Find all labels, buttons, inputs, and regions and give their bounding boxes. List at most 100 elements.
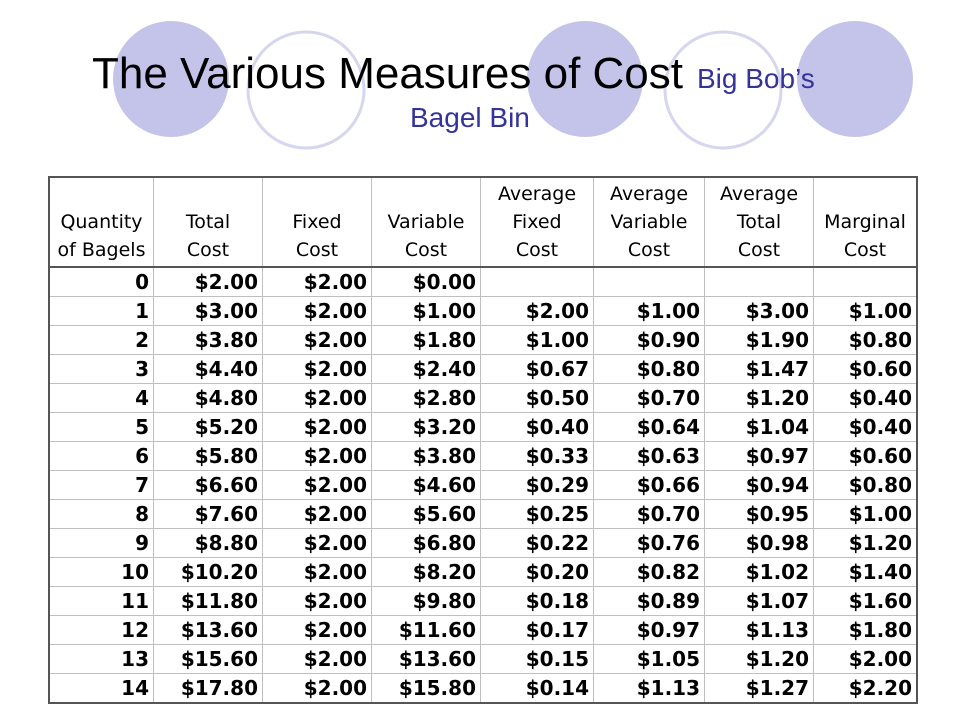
cell-fixed-cost: $2.00 bbox=[262, 441, 372, 471]
cell-average-variable-cost: $0.70 bbox=[593, 383, 705, 413]
cost-table-body: 0 $2.00 $2.00 $0.00 1 $3.00 $2.00 $1.00 $2.00 $1.… bbox=[48, 266, 918, 704]
cell-variable-cost: $3.80 bbox=[371, 441, 481, 471]
table-row: 0 $2.00 $2.00 $0.00 bbox=[48, 266, 918, 297]
cell-average-total-cost: $1.90 bbox=[704, 325, 814, 355]
cell-average-total-cost: $1.20 bbox=[704, 644, 814, 674]
cell-variable-cost: $2.80 bbox=[371, 383, 481, 413]
cell-variable-cost: $0.00 bbox=[371, 266, 481, 297]
cell-total-cost: $2.00 bbox=[153, 266, 263, 297]
cell-fixed-cost: $2.00 bbox=[262, 673, 372, 704]
header-fixed-cost: Fixed Cost bbox=[262, 176, 372, 268]
cell-fixed-cost: $2.00 bbox=[262, 615, 372, 645]
cell-average-fixed-cost: $0.22 bbox=[480, 528, 594, 558]
cell-total-cost: $4.40 bbox=[153, 354, 263, 384]
cell-fixed-cost: $2.00 bbox=[262, 499, 372, 529]
cell-fixed-cost: $2.00 bbox=[262, 383, 372, 413]
cost-table-header: Quantity of Bagels Total Cost Fixed Cost… bbox=[48, 176, 918, 268]
cell-variable-cost: $1.00 bbox=[371, 296, 481, 326]
header-total-cost: Total Cost bbox=[153, 176, 263, 268]
cell-total-cost: $3.00 bbox=[153, 296, 263, 326]
cell-quantity: 13 bbox=[48, 644, 154, 674]
cell-total-cost: $3.80 bbox=[153, 325, 263, 355]
cell-average-fixed-cost: $0.15 bbox=[480, 644, 594, 674]
cell-quantity: 6 bbox=[48, 441, 154, 471]
cell-average-variable-cost: $0.63 bbox=[593, 441, 705, 471]
cell-average-variable-cost: $0.76 bbox=[593, 528, 705, 558]
cell-quantity: 2 bbox=[48, 325, 154, 355]
cell-average-total-cost: $0.98 bbox=[704, 528, 814, 558]
cell-average-fixed-cost: $0.20 bbox=[480, 557, 594, 587]
cell-marginal-cost: $1.20 bbox=[813, 528, 918, 558]
header-average-total-cost: Average Total Cost bbox=[704, 176, 814, 268]
cell-average-fixed-cost: $0.18 bbox=[480, 586, 594, 616]
cell-quantity: 14 bbox=[48, 673, 154, 704]
cell-average-variable-cost: $0.64 bbox=[593, 412, 705, 442]
header-marginal-cost: Marginal Cost bbox=[813, 176, 918, 268]
table-row: 13 $15.60 $2.00 $13.60 $0.15 $1.05 $1.20 $2.00 bbox=[48, 644, 918, 674]
header-average-variable-cost: Average Variable Cost bbox=[593, 176, 705, 268]
cell-marginal-cost: $0.60 bbox=[813, 441, 918, 471]
table-row: 10 $10.20 $2.00 $8.20 $0.20 $0.82 $1.02 $1.40 bbox=[48, 557, 918, 587]
title-subtitle-line1: Big Bob’s bbox=[697, 63, 815, 94]
cell-fixed-cost: $2.00 bbox=[262, 266, 372, 297]
cell-quantity: 7 bbox=[48, 470, 154, 500]
cell-variable-cost: $15.80 bbox=[371, 673, 481, 704]
slide-title: The Various Measures of Cost Big Bob’s Ba… bbox=[92, 48, 932, 136]
header-row: Quantity of Bagels Total Cost Fixed Cost… bbox=[48, 176, 918, 268]
cell-variable-cost: $11.60 bbox=[371, 615, 481, 645]
cell-marginal-cost: $1.60 bbox=[813, 586, 918, 616]
cell-variable-cost: $6.80 bbox=[371, 528, 481, 558]
cell-quantity: 9 bbox=[48, 528, 154, 558]
header-quantity: Quantity of Bagels bbox=[48, 176, 154, 268]
cell-average-fixed-cost: $0.14 bbox=[480, 673, 594, 704]
cell-average-total-cost: $1.02 bbox=[704, 557, 814, 587]
cell-quantity: 12 bbox=[48, 615, 154, 645]
table-row: 5 $5.20 $2.00 $3.20 $0.40 $0.64 $1.04 $0.40 bbox=[48, 412, 918, 442]
cell-fixed-cost: $2.00 bbox=[262, 644, 372, 674]
cell-total-cost: $7.60 bbox=[153, 499, 263, 529]
cell-marginal-cost: $2.00 bbox=[813, 644, 918, 674]
cell-total-cost: $13.60 bbox=[153, 615, 263, 645]
header-average-fixed-cost: Average Fixed Cost bbox=[480, 176, 594, 268]
cell-quantity: 0 bbox=[48, 266, 154, 297]
cell-average-fixed-cost: $0.17 bbox=[480, 615, 594, 645]
cell-average-total-cost: $0.94 bbox=[704, 470, 814, 500]
header-variable-cost: Variable Cost bbox=[371, 176, 481, 268]
cell-marginal-cost: $1.00 bbox=[813, 499, 918, 529]
title-subtitle-line2: Bagel Bin bbox=[410, 102, 530, 133]
cell-average-variable-cost: $0.80 bbox=[593, 354, 705, 384]
circle-filled-1 bbox=[113, 21, 229, 137]
cell-average-total-cost: $1.07 bbox=[704, 586, 814, 616]
cell-total-cost: $5.20 bbox=[153, 412, 263, 442]
cell-average-fixed-cost: $0.67 bbox=[480, 354, 594, 384]
cell-average-variable-cost: $0.97 bbox=[593, 615, 705, 645]
cell-average-fixed-cost: $0.29 bbox=[480, 470, 594, 500]
cell-average-fixed-cost bbox=[480, 266, 594, 297]
cell-variable-cost: $2.40 bbox=[371, 354, 481, 384]
cell-average-variable-cost bbox=[593, 266, 705, 297]
table-row: 3 $4.40 $2.00 $2.40 $0.67 $0.80 $1.47 $0.60 bbox=[48, 354, 918, 384]
cell-quantity: 11 bbox=[48, 586, 154, 616]
cell-average-total-cost: $1.04 bbox=[704, 412, 814, 442]
cell-total-cost: $4.80 bbox=[153, 383, 263, 413]
cell-average-total-cost bbox=[704, 266, 814, 297]
cell-average-total-cost: $3.00 bbox=[704, 296, 814, 326]
cell-total-cost: $11.80 bbox=[153, 586, 263, 616]
cell-average-fixed-cost: $0.33 bbox=[480, 441, 594, 471]
cell-marginal-cost: $1.00 bbox=[813, 296, 918, 326]
cell-marginal-cost: $2.20 bbox=[813, 673, 918, 704]
table-row: 7 $6.60 $2.00 $4.60 $0.29 $0.66 $0.94 $0.80 bbox=[48, 470, 918, 500]
cell-average-total-cost: $1.20 bbox=[704, 383, 814, 413]
cell-variable-cost: $8.20 bbox=[371, 557, 481, 587]
cell-fixed-cost: $2.00 bbox=[262, 325, 372, 355]
table-row: 1 $3.00 $2.00 $1.00 $2.00 $1.00 $3.00 $1.00 bbox=[48, 296, 918, 326]
cell-marginal-cost: $0.40 bbox=[813, 383, 918, 413]
cell-average-fixed-cost: $0.25 bbox=[480, 499, 594, 529]
cell-average-fixed-cost: $0.40 bbox=[480, 412, 594, 442]
cell-total-cost: $6.60 bbox=[153, 470, 263, 500]
cell-marginal-cost: $0.80 bbox=[813, 470, 918, 500]
cell-average-variable-cost: $0.90 bbox=[593, 325, 705, 355]
table-row: 14 $17.80 $2.00 $15.80 $0.14 $1.13 $1.27 $2.20 bbox=[48, 673, 918, 704]
cell-average-fixed-cost: $2.00 bbox=[480, 296, 594, 326]
cell-total-cost: $17.80 bbox=[153, 673, 263, 704]
